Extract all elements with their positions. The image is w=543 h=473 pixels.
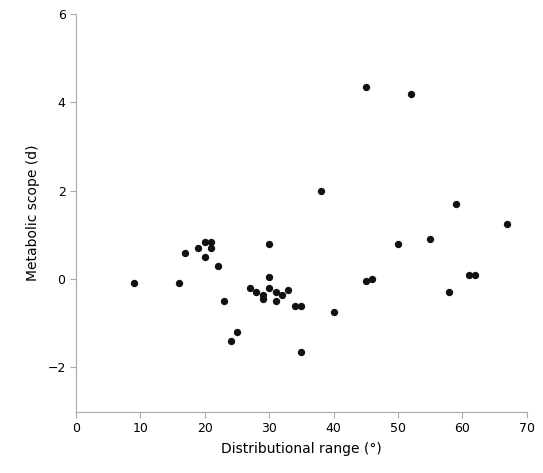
Point <box>265 284 274 292</box>
Point <box>317 187 325 194</box>
Y-axis label: Metabolic scope (d): Metabolic scope (d) <box>26 145 40 281</box>
Point <box>130 280 138 287</box>
Point <box>291 302 299 309</box>
Point <box>426 236 434 243</box>
Point <box>258 291 267 298</box>
Point <box>297 348 306 356</box>
Point <box>503 220 512 228</box>
Point <box>194 245 203 252</box>
Point <box>175 280 184 287</box>
Point <box>265 240 274 247</box>
Point <box>232 328 241 336</box>
Point <box>445 289 454 296</box>
Point <box>297 302 306 309</box>
Point <box>207 238 216 245</box>
Point <box>207 245 216 252</box>
Point <box>452 200 460 208</box>
Point <box>394 240 402 247</box>
Point <box>272 289 280 296</box>
Point <box>181 249 190 256</box>
Point <box>200 238 209 245</box>
Point <box>226 337 235 345</box>
Point <box>471 271 479 279</box>
Point <box>329 308 338 316</box>
Point <box>213 262 222 270</box>
X-axis label: Distributional range (°): Distributional range (°) <box>221 442 382 456</box>
Point <box>362 83 370 91</box>
Point <box>368 275 376 283</box>
Point <box>277 291 286 298</box>
Point <box>362 278 370 285</box>
Point <box>272 298 280 305</box>
Point <box>265 273 274 280</box>
Point <box>245 284 254 292</box>
Point <box>284 286 293 294</box>
Point <box>252 289 261 296</box>
Point <box>258 295 267 303</box>
Point <box>220 298 229 305</box>
Point <box>200 253 209 261</box>
Point <box>407 90 415 97</box>
Point <box>464 271 473 279</box>
